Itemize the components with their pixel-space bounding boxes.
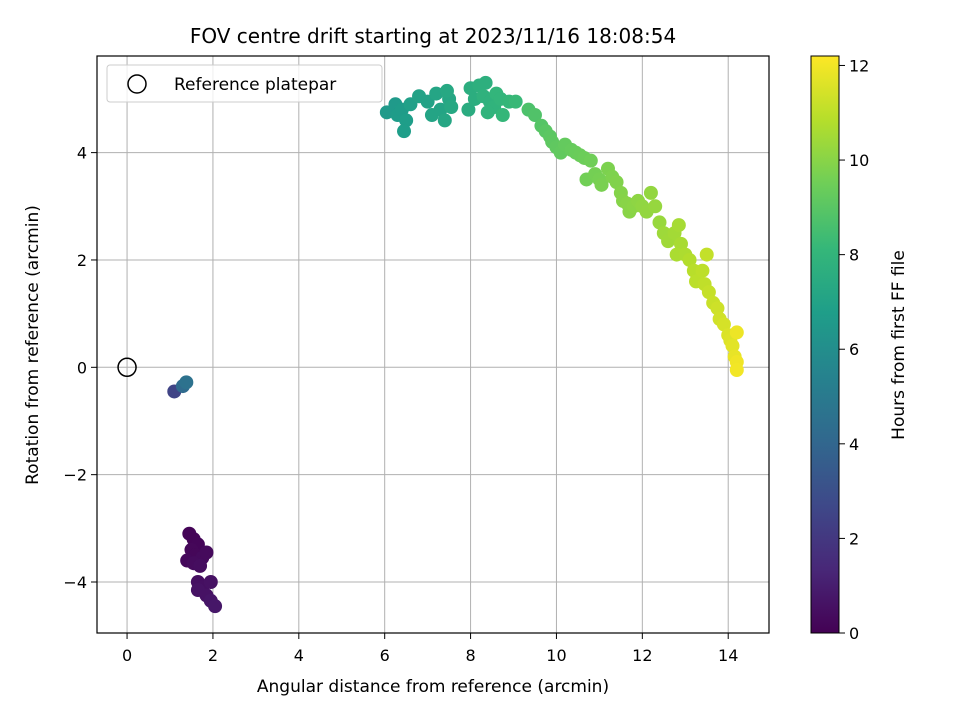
data-points bbox=[167, 75, 744, 614]
scatter-point bbox=[179, 375, 194, 390]
x-tick-label: 14 bbox=[718, 646, 738, 665]
x-tick-label: 2 bbox=[208, 646, 218, 665]
colorbar-tick-label: 8 bbox=[849, 246, 859, 265]
scatter-point bbox=[671, 218, 686, 233]
colorbar-ticks: 0 2 4 6 8 10 12 bbox=[839, 56, 869, 643]
scatter-point bbox=[725, 338, 740, 353]
scatter-point bbox=[682, 252, 697, 267]
y-axis-ticks: −4 −2 0 2 4 bbox=[63, 144, 97, 592]
colorbar-tick-label: 0 bbox=[849, 624, 859, 643]
scatter-point bbox=[652, 215, 667, 230]
scatter-point bbox=[461, 102, 476, 117]
scatter-point bbox=[508, 94, 523, 109]
legend-marker-icon bbox=[127, 74, 147, 94]
legend-box bbox=[106, 64, 383, 103]
scatter-point bbox=[193, 558, 208, 573]
colorbar-tick-label: 2 bbox=[849, 529, 859, 548]
colorbar-tick-label: 6 bbox=[849, 340, 859, 359]
scatter-point bbox=[716, 317, 731, 332]
colorbar bbox=[810, 55, 840, 634]
scatter-point bbox=[643, 185, 658, 200]
scatter-point bbox=[399, 113, 414, 128]
scatter-point bbox=[695, 263, 710, 278]
scatter-point bbox=[480, 105, 495, 120]
scatter-point bbox=[673, 236, 688, 251]
x-tick-label: 12 bbox=[632, 646, 652, 665]
x-tick-label: 0 bbox=[122, 646, 132, 665]
scatter-point bbox=[478, 75, 493, 90]
y-axis-label: Rotation from reference (arcmin) bbox=[23, 205, 43, 485]
scatter-point bbox=[701, 285, 716, 300]
reference-platepar-marker bbox=[117, 357, 137, 378]
scatter-point bbox=[439, 83, 454, 98]
plot-frame bbox=[96, 55, 770, 634]
x-axis-ticks: 0 2 4 6 8 10 12 14 bbox=[122, 633, 738, 665]
scatter-point bbox=[609, 175, 624, 190]
scatter-point bbox=[594, 177, 609, 192]
y-tick-label: −2 bbox=[63, 466, 87, 485]
colorbar-tick-label: 10 bbox=[849, 151, 869, 170]
x-axis-label: Angular distance from reference (arcmin) bbox=[257, 677, 609, 697]
y-tick-label: 0 bbox=[77, 358, 87, 377]
colorbar-tick-label: 4 bbox=[849, 435, 859, 454]
legend: Reference platepar bbox=[106, 64, 383, 103]
x-tick-label: 6 bbox=[380, 646, 390, 665]
y-tick-label: −4 bbox=[63, 573, 87, 592]
scatter-point bbox=[433, 102, 448, 117]
x-tick-label: 8 bbox=[465, 646, 475, 665]
y-tick-label: 4 bbox=[77, 144, 87, 163]
scatter-point bbox=[429, 86, 444, 101]
scatter-point bbox=[648, 199, 663, 214]
colorbar-label: Hours from first FF file bbox=[889, 250, 909, 440]
scatter-point bbox=[203, 575, 218, 590]
scatter-point bbox=[710, 301, 725, 316]
scatter-point bbox=[729, 362, 744, 377]
scatter-point bbox=[729, 325, 744, 340]
x-tick-label: 10 bbox=[546, 646, 566, 665]
scatter-point bbox=[199, 545, 214, 560]
legend-entry-label: Reference platepar bbox=[174, 75, 336, 95]
scatter-point bbox=[437, 113, 452, 128]
scatter-point bbox=[527, 108, 542, 123]
y-tick-label: 2 bbox=[77, 251, 87, 270]
scatter-point bbox=[444, 99, 459, 114]
scatter-point bbox=[699, 247, 714, 262]
scatter-point bbox=[583, 153, 598, 168]
scatter-point bbox=[397, 124, 412, 139]
chart-title: FOV centre drift starting at 2023/11/16 … bbox=[190, 24, 676, 48]
scatter-point bbox=[208, 599, 223, 614]
colorbar-tick-label: 12 bbox=[849, 56, 869, 75]
scatter-point bbox=[495, 108, 510, 123]
x-tick-label: 4 bbox=[294, 646, 304, 665]
